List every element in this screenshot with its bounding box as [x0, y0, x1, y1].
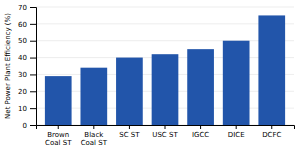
y-tick-mark — [30, 58, 36, 59]
chart-container: 0 10 20 30 40 50 60 70 BrownCoal ST BlackCoal ST S… — [0, 0, 300, 153]
x-axis: BrownCoal ST BlackCoal ST SC ST USC ST IGCC D… — [37, 125, 295, 147]
x-tick-mark — [236, 125, 237, 129]
y-axis: 0 10 20 30 40 50 60 70 — [18, 4, 36, 130]
bar — [116, 58, 143, 125]
y-tick: 60 — [18, 21, 36, 29]
y-tick: 40 — [18, 54, 36, 62]
y-axis-title: Net Power Plant Efficiency (%) — [4, 13, 12, 119]
chart: 0 10 20 30 40 50 60 70 BrownCoal ST BlackCoal ST S… — [0, 0, 300, 153]
grid — [36, 7, 294, 125]
bar — [45, 76, 72, 125]
bar — [187, 49, 214, 125]
y-tick-label: 50 — [18, 37, 27, 45]
y-tick-mark — [30, 91, 36, 92]
y-tick-mark — [30, 41, 36, 42]
grid-line — [36, 7, 294, 8]
y-tick-mark — [30, 74, 36, 75]
x-tick-label: USC ST — [152, 131, 178, 139]
x-tick-label: IGCC — [192, 131, 209, 139]
x-tick: BrownCoal ST — [45, 125, 72, 147]
x-tick-label-line: Coal ST — [81, 139, 108, 147]
x-tick-mark — [165, 125, 166, 129]
y-tick: 10 — [18, 105, 36, 113]
x-tick-label-line: Coal ST — [45, 139, 72, 147]
y-tick: 70 — [18, 4, 36, 12]
grid-line — [36, 40, 294, 41]
y-tick-label: 70 — [18, 4, 27, 12]
x-tick-mark — [200, 125, 201, 129]
y-tick-label: 10 — [18, 105, 27, 113]
y-tick: 50 — [18, 37, 36, 45]
x-tick-mark — [129, 125, 130, 129]
x-tick-label-line: IGCC — [192, 131, 209, 139]
x-tick: DICE — [228, 125, 245, 139]
x-tick-mark — [58, 125, 59, 129]
y-tick-mark — [30, 108, 36, 109]
bar — [258, 15, 285, 125]
x-tick: DCFC — [262, 125, 281, 139]
grid-line — [36, 23, 294, 24]
bar — [152, 54, 179, 125]
x-tick-label-line: DICE — [228, 131, 245, 139]
y-tick-label: 40 — [18, 54, 27, 62]
y-tick: 30 — [18, 71, 36, 79]
y-tick-label: 30 — [18, 71, 27, 79]
y-tick-mark — [30, 24, 36, 25]
x-tick-label: DCFC — [262, 131, 281, 139]
y-tick-mark — [30, 125, 36, 126]
x-tick-mark — [93, 125, 94, 129]
y-tick-label: 20 — [18, 88, 27, 96]
x-axis-line — [37, 126, 295, 130]
x-tick: BlackCoal ST — [81, 125, 108, 147]
x-tick-mark — [271, 125, 272, 129]
x-tick-label: BlackCoal ST — [81, 131, 108, 147]
x-tick-label-line: DCFC — [262, 131, 281, 139]
y-axis-line — [30, 8, 37, 126]
x-tick: USC ST — [152, 125, 178, 139]
y-tick-label: 60 — [18, 21, 27, 29]
bar — [223, 41, 250, 125]
x-tick-label-line: SC ST — [119, 131, 140, 139]
x-tick: IGCC — [192, 125, 209, 139]
bars — [45, 15, 285, 125]
y-tick: 0 — [23, 122, 36, 130]
y-tick: 20 — [18, 88, 36, 96]
x-tick-label: BrownCoal ST — [45, 131, 72, 147]
y-tick-mark — [30, 7, 36, 8]
x-tick-label: DICE — [228, 131, 245, 139]
bar — [80, 68, 107, 125]
x-tick-label-line: USC ST — [152, 131, 178, 139]
x-tick-label: SC ST — [119, 131, 140, 139]
x-tick: SC ST — [119, 125, 140, 139]
y-tick-label: 0 — [23, 122, 27, 130]
